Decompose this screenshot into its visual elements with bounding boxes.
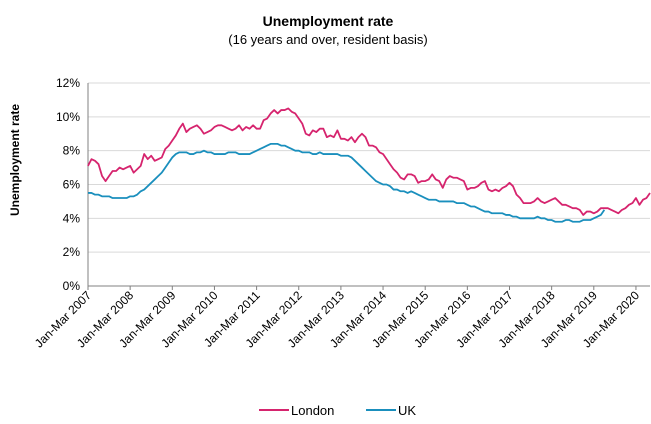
legend-label-uk: UK: [398, 403, 416, 418]
y-axis-label: Unemployment rate: [8, 104, 22, 216]
y-tick-label: 0%: [63, 279, 81, 293]
y-tick-label: 4%: [63, 211, 81, 225]
y-tick-label: 6%: [63, 178, 81, 192]
legend: London UK: [259, 403, 416, 418]
chart-subtitle: (16 years and over, resident basis): [228, 32, 427, 47]
y-tick-label: 12%: [56, 76, 80, 90]
series-line-uk: [88, 143, 606, 223]
y-tick-labels: 0% 2% 4% 6% 8% 10% 12%: [56, 76, 80, 293]
y-tick-label: 10%: [56, 110, 80, 124]
y-tick-label: 2%: [63, 245, 81, 259]
legend-label-london: London: [291, 403, 334, 418]
series-lines: [87, 107, 651, 223]
y-tick-label: 8%: [63, 144, 81, 158]
chart-title: Unemployment rate: [263, 13, 394, 29]
series-line-london: [87, 107, 651, 216]
gridlines: [87, 82, 650, 287]
